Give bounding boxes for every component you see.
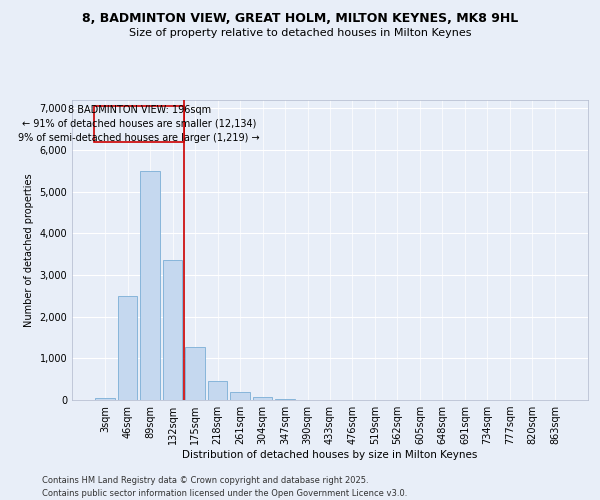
Bar (185, 346, 205, 400)
Bar (230, 392, 250, 400)
Y-axis label: Number of detached properties: Number of detached properties (24, 173, 34, 327)
Bar (253, 396, 272, 400)
FancyBboxPatch shape (94, 106, 184, 142)
Bar (163, 260, 182, 400)
Text: Contains HM Land Registry data © Crown copyright and database right 2025.
Contai: Contains HM Land Registry data © Crown c… (42, 476, 407, 498)
Bar (140, 171, 160, 400)
Bar (95, 398, 115, 400)
Bar (118, 296, 137, 400)
Bar (275, 399, 295, 400)
Bar (208, 381, 227, 400)
Text: 8 BADMINTON VIEW: 196sqm
← 91% of detached houses are smaller (12,134)
9% of sem: 8 BADMINTON VIEW: 196sqm ← 91% of detach… (19, 105, 260, 143)
X-axis label: Distribution of detached houses by size in Milton Keynes: Distribution of detached houses by size … (182, 450, 478, 460)
Text: Size of property relative to detached houses in Milton Keynes: Size of property relative to detached ho… (129, 28, 471, 38)
Text: 8, BADMINTON VIEW, GREAT HOLM, MILTON KEYNES, MK8 9HL: 8, BADMINTON VIEW, GREAT HOLM, MILTON KE… (82, 12, 518, 26)
